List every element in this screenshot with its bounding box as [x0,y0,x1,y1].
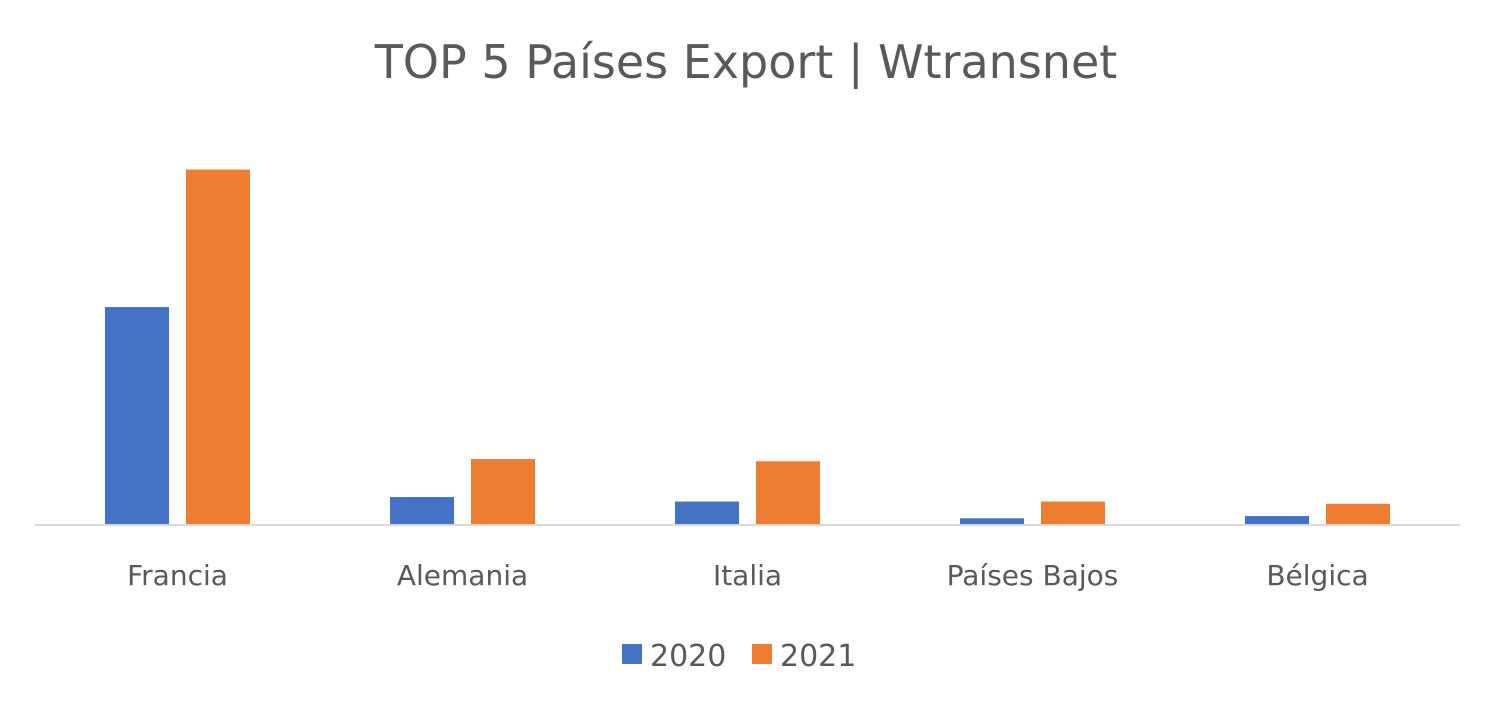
legend-swatch-2020 [622,644,642,664]
legend-label-2020: 2020 [650,639,726,674]
x-tick-label: Países Bajos [947,559,1119,592]
bar-2021-alemania [471,459,535,525]
x-tick-label: Francia [127,559,228,592]
chart-title: TOP 5 Países Export | Wtransnet [374,35,1118,90]
bars-group [105,169,1390,525]
x-tick-label: Bélgica [1266,559,1368,592]
bar-2020-países-bajos [960,518,1024,525]
x-tick-labels: Francia Alemania Italia Países Bajos Bélgica [127,559,1369,592]
x-tick-label: Italia [713,559,782,592]
bar-2021-países-bajos [1041,501,1105,525]
bar-2021-bélgica [1326,503,1390,525]
x-tick-label: Alemania [397,559,528,592]
legend: 2020 2021 [622,639,856,674]
bar-2020-francia [105,307,169,525]
bar-2020-bélgica [1245,516,1309,525]
bar-2020-italia [675,501,739,525]
bar-2021-italia [756,461,820,525]
bar-2021-francia [186,169,250,525]
legend-swatch-2021 [752,644,772,664]
bar-2020-alemania [390,497,454,525]
legend-label-2021: 2021 [780,639,856,674]
